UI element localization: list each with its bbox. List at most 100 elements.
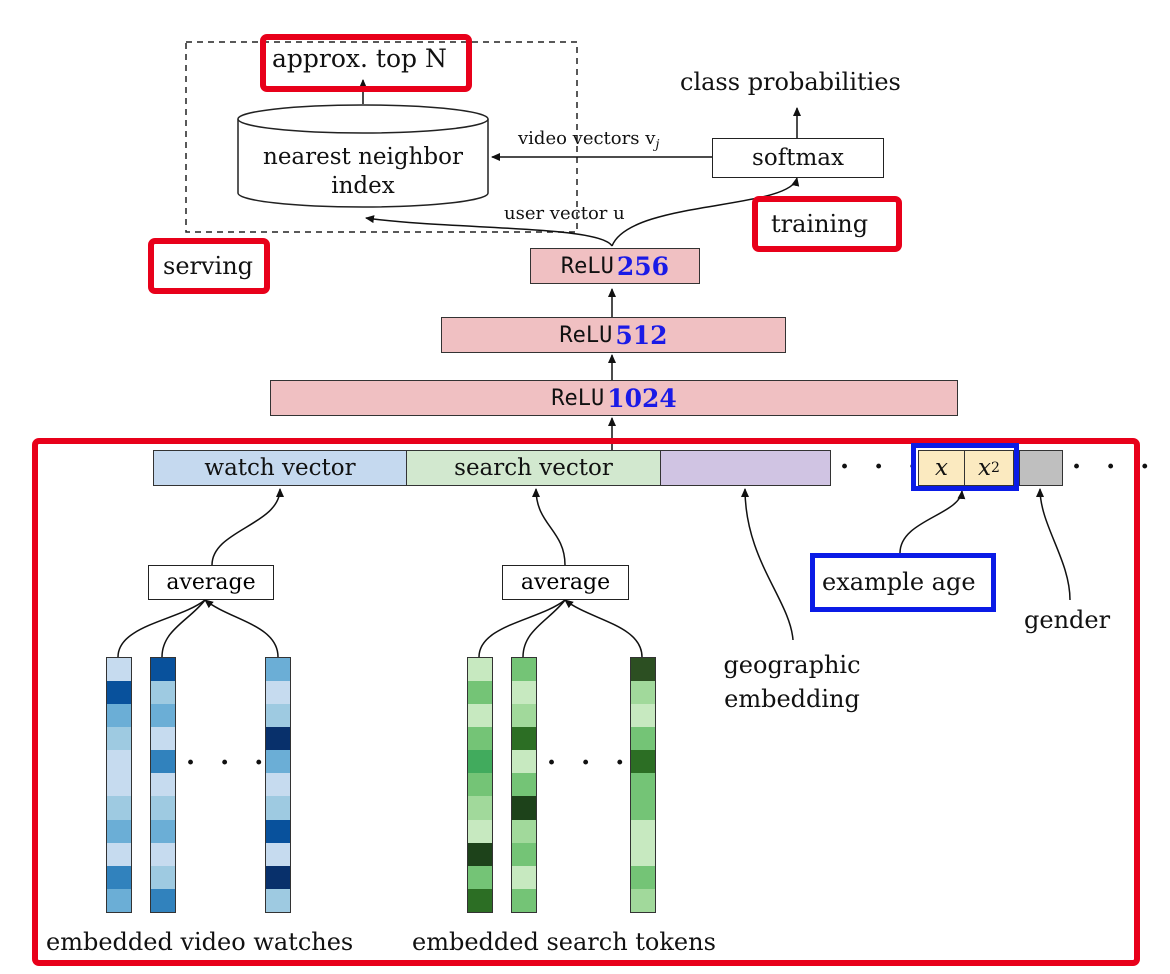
embedding-cell xyxy=(151,796,175,820)
highlight-serving xyxy=(148,238,270,294)
arrow-age-to-xsq xyxy=(899,490,966,554)
embedding-cell xyxy=(107,727,131,751)
embedding-cell xyxy=(151,819,175,843)
embedding-cell xyxy=(468,681,492,705)
embedding-cell xyxy=(266,888,290,912)
embedding-cell xyxy=(151,727,175,751)
highlight-age-features xyxy=(911,443,1019,491)
embedding-cell xyxy=(631,750,655,774)
ellipsis-tokens: · · · xyxy=(547,748,633,778)
arrow-average-to-search xyxy=(532,488,566,566)
embedding-cell xyxy=(468,704,492,728)
video-watch-embedding-2 xyxy=(150,657,176,913)
gender-label: gender xyxy=(1024,606,1111,634)
embedding-cell xyxy=(266,658,290,682)
serving-label: serving xyxy=(163,252,254,280)
embedding-cell xyxy=(512,865,536,889)
embedding-cell xyxy=(266,773,290,797)
embedding-cell xyxy=(631,727,655,751)
embedding-cell xyxy=(151,888,175,912)
search-vector-segment: search vector xyxy=(406,450,661,486)
video-watch-embedding-n xyxy=(265,657,291,913)
softmax-box: softmax xyxy=(712,138,884,178)
embedding-cell xyxy=(107,681,131,705)
embedding-cell xyxy=(468,773,492,797)
example-age-label: example age xyxy=(822,568,976,596)
embedding-cell xyxy=(107,704,131,728)
class-probabilities-label: class probabilities xyxy=(680,68,901,96)
approx-top-n-label: approx. top N xyxy=(272,44,447,73)
embedding-cell xyxy=(266,865,290,889)
embedding-cell xyxy=(631,773,655,797)
embedding-cell xyxy=(512,727,536,751)
embedding-cell xyxy=(468,750,492,774)
embedding-cell xyxy=(107,658,131,682)
geographic-embedding-label: geographic embedding xyxy=(723,651,861,713)
embedding-cell xyxy=(512,773,536,797)
embedding-cell xyxy=(512,681,536,705)
embedding-cell xyxy=(631,681,655,705)
search-token-embedding-1 xyxy=(467,657,493,913)
search-token-embedding-n xyxy=(630,657,656,913)
gender-segment xyxy=(1019,450,1063,486)
arrows-columns-to-average-1 xyxy=(117,599,279,658)
arrow-gender-to-vector xyxy=(1036,488,1071,601)
arrow-user-vector-to-index xyxy=(365,215,613,247)
highlight-approx-top-n xyxy=(260,34,472,92)
embedding-cell xyxy=(151,750,175,774)
index-label: nearest neighbor index xyxy=(263,144,463,199)
embedding-cell xyxy=(266,819,290,843)
embedding-cell xyxy=(468,819,492,843)
age-x-segment: x xyxy=(918,450,965,486)
embedding-cell xyxy=(107,773,131,797)
embedding-cell xyxy=(151,865,175,889)
embedding-cell xyxy=(151,842,175,866)
ellipsis-2: · · · xyxy=(1072,452,1158,482)
embedded-search-tokens-label: embedded search tokens xyxy=(412,928,716,956)
ellipsis-watches: · · · xyxy=(186,748,272,778)
highlight-input-features xyxy=(32,438,1140,966)
embedding-cell xyxy=(631,888,655,912)
arrow-average-to-watch xyxy=(211,488,284,566)
embedding-cell xyxy=(631,842,655,866)
serving-region xyxy=(185,41,578,233)
embedding-cell xyxy=(631,658,655,682)
relu-layer-256: ReLU 256 xyxy=(530,248,700,284)
embedding-cell xyxy=(512,842,536,866)
average-box-watches: average xyxy=(148,565,274,600)
user-vector-label: user vector u xyxy=(504,203,625,224)
embedding-cell xyxy=(107,865,131,889)
video-vectors-label: video vectors vj xyxy=(518,128,660,153)
watch-vector-segment: watch vector xyxy=(153,450,407,486)
embedding-cell xyxy=(512,750,536,774)
embedding-cell xyxy=(107,796,131,820)
highlight-example-age xyxy=(810,553,996,612)
embedding-cell xyxy=(512,819,536,843)
embedding-cell xyxy=(512,704,536,728)
arrow-geo-to-vector xyxy=(741,488,794,641)
arrows-columns-to-average-2 xyxy=(478,599,643,658)
embedding-cell xyxy=(151,681,175,705)
embedding-cell xyxy=(266,727,290,751)
embedding-cell xyxy=(631,704,655,728)
relu-layer-1024: ReLU 1024 xyxy=(270,380,958,416)
relu-layer-512: ReLU 512 xyxy=(441,317,786,353)
search-token-embedding-2 xyxy=(511,657,537,913)
embedding-cell xyxy=(512,658,536,682)
embedding-cell xyxy=(266,704,290,728)
embedding-cell xyxy=(468,888,492,912)
training-label: training xyxy=(771,210,869,238)
embedding-cell xyxy=(468,727,492,751)
geographic-segment xyxy=(660,450,831,486)
embedding-cell xyxy=(107,842,131,866)
video-watch-embedding-1 xyxy=(106,657,132,913)
embedding-cell xyxy=(151,658,175,682)
embedding-cell xyxy=(107,750,131,774)
embedding-cell xyxy=(266,796,290,820)
embedding-cell xyxy=(631,819,655,843)
embedding-cell xyxy=(468,796,492,820)
embedded-video-watches-label: embedded video watches xyxy=(46,928,354,956)
embedding-cell xyxy=(266,750,290,774)
